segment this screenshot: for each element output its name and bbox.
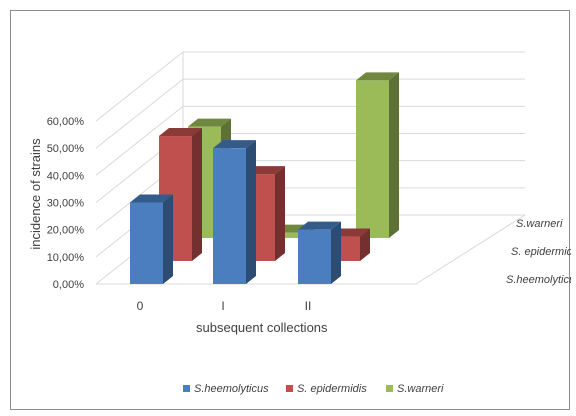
bar-side [192,128,202,261]
chart-svg: 0,00% 10,00% 20,00% 30,00% 40,00% 50,00% 60,00… [28,51,576,395]
gridline-side [95,105,184,176]
bar-top [188,118,231,127]
bar-side [246,140,256,284]
x-tick-label: I [221,299,224,313]
bar-2-2 [356,80,389,238]
legend-label: S. epidermidis [297,383,367,395]
bar-side [360,228,370,261]
legend-swatch [286,385,293,392]
bar-side [275,166,285,261]
x-tick-label: 0 [137,299,144,313]
y-tick-label: 0,00% [53,279,84,291]
depth-axis-label: S.heemolyticus [506,274,571,286]
bar-0-1 [213,148,246,284]
legend-swatch [183,385,190,392]
bar-0-0 [130,202,163,284]
bar-side [163,194,173,284]
legend-label: S.warneri [397,383,444,395]
depth-axis-label: S.warneri [516,218,563,230]
bar-0-2 [298,229,331,284]
x-axis-title: subsequent collections [196,320,328,335]
y-tick-label: 30,00% [47,198,85,210]
bar-2-1 [271,232,304,238]
legend-label: S.heemolyticus [194,383,269,395]
gridline-side [95,78,184,149]
bar-top [298,221,341,230]
y-tick-label: 40,00% [47,170,85,182]
bar-top [130,194,173,203]
depth-axis-label: S. epidermidis [511,246,571,258]
bar-top [159,128,202,137]
x-tick-label: II [305,299,312,313]
legend-swatch [386,385,393,392]
floor-right-edge [415,214,526,285]
y-tick-label: 60,00% [47,116,85,128]
y-tick-label: 10,00% [47,252,85,264]
chart-frame: 0,00% 10,00% 20,00% 30,00% 40,00% 50,00% 60,00… [10,10,576,410]
y-axis-title: incidence of strains [28,138,43,250]
y-tick-label: 20,00% [47,225,85,237]
bar-top [213,140,256,149]
bar-side [389,72,399,238]
gridline-side [95,51,184,122]
bar-top [356,72,399,81]
bar-side [331,221,341,284]
y-tick-label: 50,00% [47,143,85,155]
